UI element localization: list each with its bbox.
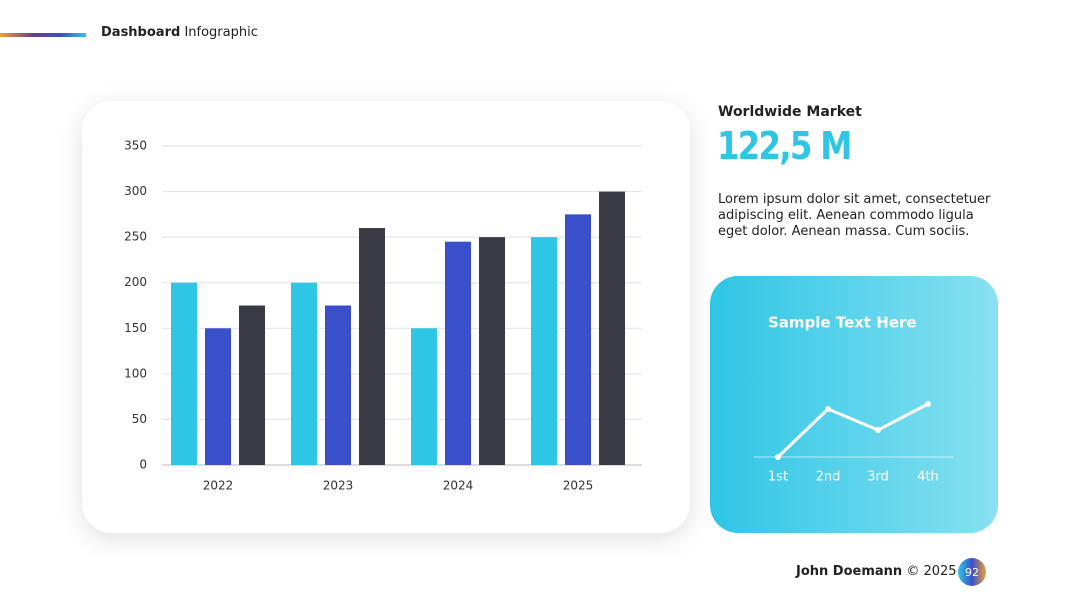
page-number: 92 (965, 566, 979, 579)
line-card (710, 276, 998, 533)
y-tick-label: 150 (124, 321, 147, 335)
point (875, 427, 881, 433)
page-badge (958, 558, 986, 586)
bar (239, 305, 265, 465)
market-text: Lorem ipsum dolor sit amet, consectetuer… (718, 192, 991, 239)
bar (599, 191, 625, 466)
header-bar (0, 33, 86, 37)
footer: John Doemann © 2025 (796, 564, 957, 579)
y-tick-label: 200 (124, 275, 147, 289)
bar (205, 328, 231, 465)
point (825, 406, 831, 412)
x-tick-label: 2nd (816, 470, 841, 485)
x-tick-label: 2025 (563, 479, 594, 493)
point (775, 454, 781, 460)
x-tick-label: 1st (768, 470, 788, 485)
y-tick-label: 350 (124, 139, 147, 153)
header-rest: Infographic (184, 25, 258, 40)
x-tick-label: 2023 (323, 479, 354, 493)
line (776, 402, 929, 459)
point (925, 401, 931, 407)
footer-copyright: © 2025 (906, 564, 957, 579)
footer-author: John Doemann (796, 564, 903, 579)
x-tick-label: 2022 (203, 479, 234, 493)
bar (411, 328, 437, 465)
market-title: Worldwide Market (718, 104, 862, 120)
y-tick-label: 50 (132, 412, 147, 426)
y-tick-label: 300 (124, 184, 147, 198)
x-tick-label: 3rd (867, 470, 889, 485)
x-tick-label: 2024 (443, 479, 474, 493)
bar (291, 282, 317, 465)
y-tick-label: 250 (124, 230, 147, 244)
y-tick-label: 0 (139, 458, 147, 472)
market-value: 122,5 M (717, 124, 852, 168)
bar (445, 241, 471, 465)
bar (171, 282, 197, 465)
bar (325, 305, 351, 465)
header-title: Dashboard Infographic (101, 25, 258, 40)
card-title: Sample Text Here (768, 314, 917, 332)
x-tick-label: 4th (917, 470, 939, 485)
bar (565, 214, 591, 465)
bar (359, 228, 385, 465)
bar (531, 237, 557, 465)
header-bold: Dashboard (101, 25, 181, 40)
bar (479, 237, 505, 465)
y-tick-label: 100 (124, 366, 147, 380)
